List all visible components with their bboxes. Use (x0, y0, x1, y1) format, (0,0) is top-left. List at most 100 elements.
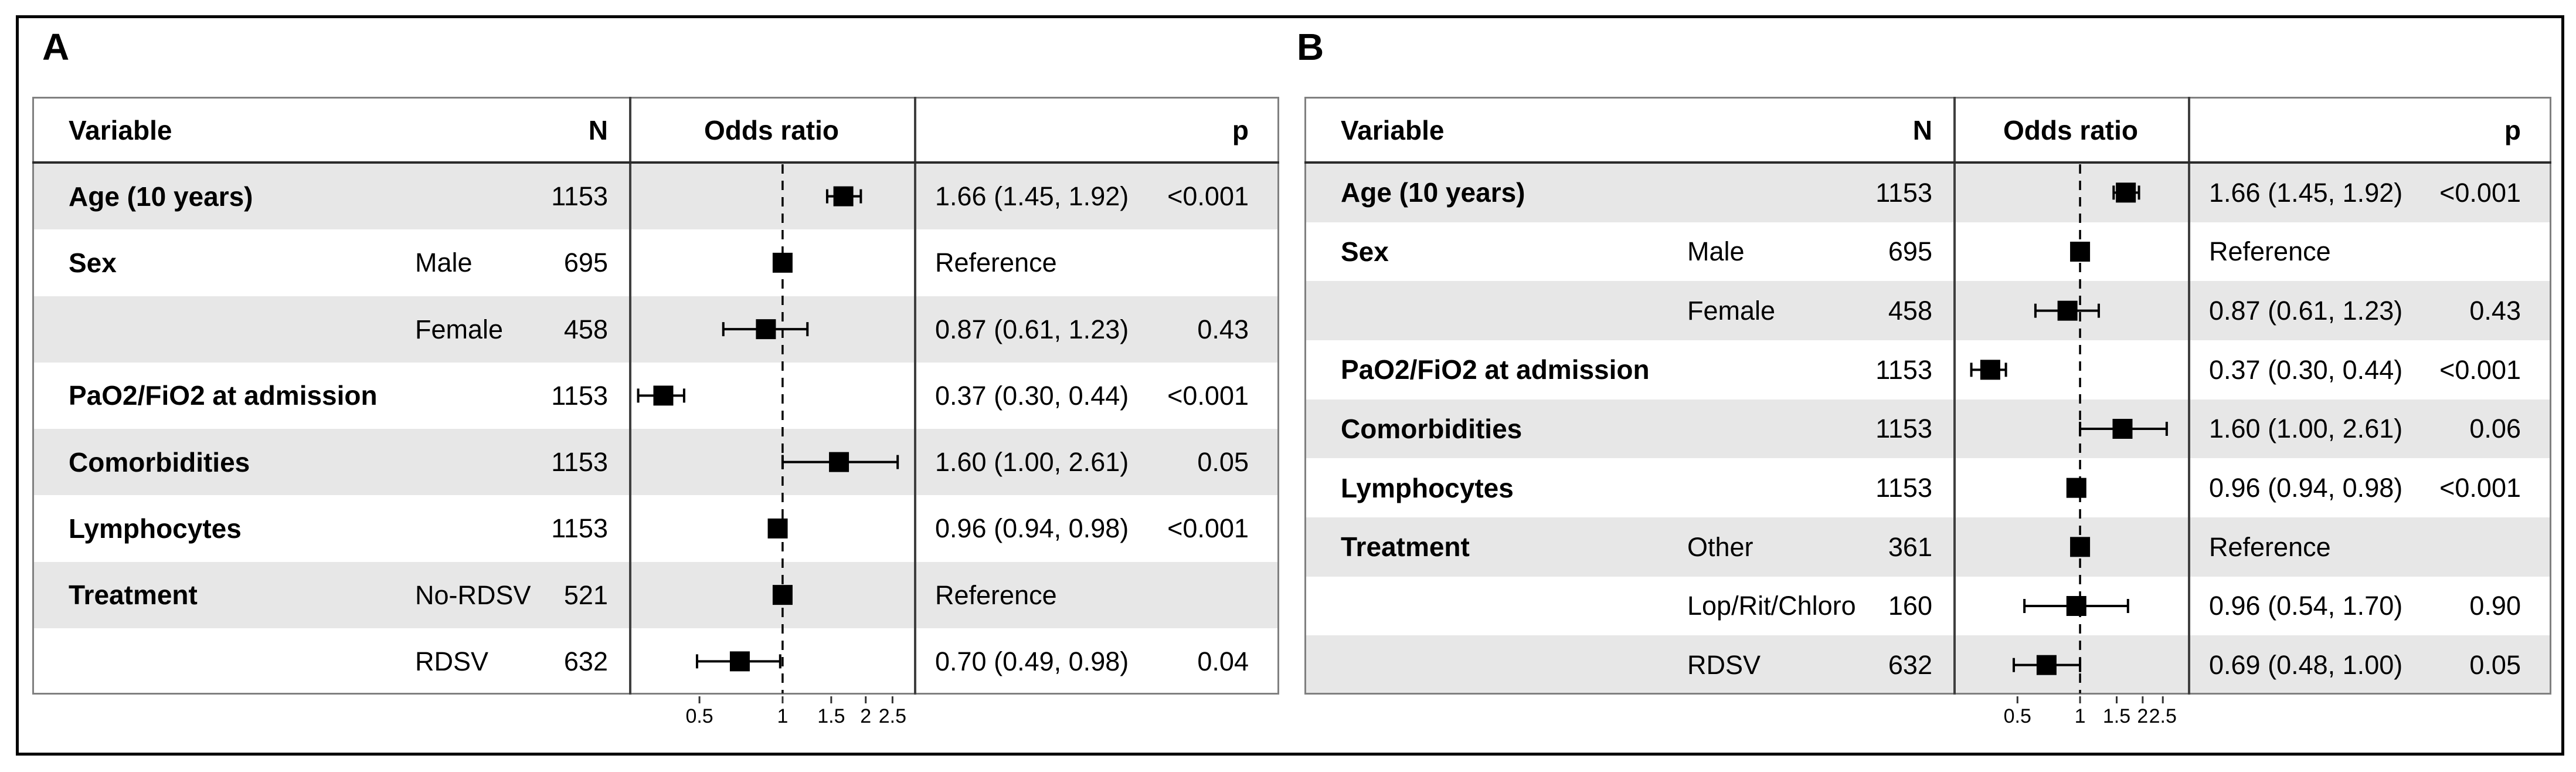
variable-cell (1341, 281, 1678, 340)
column-header-p: p (1232, 114, 1249, 145)
variable-cell (1341, 635, 1678, 695)
p-value-cell: <0.001 (2439, 354, 2521, 385)
or-value-cell: Reference (935, 248, 1057, 278)
row-stripe (34, 561, 1277, 628)
p-value-cell: 0.06 (2469, 414, 2521, 444)
row-stripe (34, 296, 1277, 363)
or-value-cell: 0.96 (0.54, 1.70) (2209, 591, 2403, 621)
p-value-cell (1055, 562, 1249, 628)
column-separator (1953, 97, 1956, 695)
n-cell: 1153 (1875, 177, 1932, 208)
column-separator (914, 97, 916, 695)
or-value-cell: 0.37 (0.30, 0.44) (2209, 354, 2403, 385)
n-cell: 1153 (1875, 354, 1932, 385)
row-stripe (34, 429, 1277, 496)
or-value-cell: Reference (2209, 236, 2331, 267)
level-cell: Female (1687, 296, 1776, 326)
p-value-cell: 0.04 (1197, 646, 1249, 676)
header-underline (1304, 161, 2551, 164)
level-cell: RDSV (415, 646, 489, 676)
p-value-cell (2327, 222, 2521, 282)
or-value-cell: Reference (935, 580, 1057, 610)
or-value-cell: Reference (2209, 531, 2331, 562)
p-value-cell: 0.05 (2469, 650, 2521, 680)
panel-table (32, 97, 1279, 695)
or-value-cell: 1.66 (1.45, 1.92) (935, 181, 1129, 212)
panel-a-label: A (42, 26, 70, 68)
n-cell: 695 (1888, 236, 1932, 267)
row-stripe (1306, 635, 2550, 695)
row-stripe (1306, 517, 2550, 577)
column-header-variable: Variable (69, 114, 172, 145)
or-value-cell: 0.96 (0.94, 0.98) (2209, 473, 2403, 503)
n-cell: 632 (563, 646, 608, 676)
row-stripe (1306, 399, 2550, 459)
variable-cell: Age (10 years) (69, 181, 253, 212)
panel-table (1304, 97, 2551, 695)
variable-cell: Lymphocytes (1341, 472, 1514, 503)
variable-cell: PaO2/FiO2 at admission (1341, 354, 1650, 385)
level-cell: Other (1687, 531, 1753, 562)
row-stripe (1306, 163, 2550, 222)
column-header-p: p (2504, 114, 2521, 145)
or-value-cell: 0.37 (0.30, 0.44) (935, 380, 1129, 411)
figure-border (16, 15, 2564, 756)
column-separator (2188, 97, 2190, 695)
n-cell: 1153 (551, 380, 608, 411)
column-header-odds-ratio: Odds ratio (704, 114, 840, 145)
p-value-cell: <0.001 (1167, 181, 1249, 212)
variable-cell: Age (10 years) (1341, 177, 1525, 208)
level-cell: Lop/Rit/Chloro (1687, 591, 1856, 621)
or-value-cell: 0.96 (0.94, 0.98) (935, 513, 1129, 544)
variable-cell: Treatment (1341, 531, 1470, 563)
level-cell: Male (1687, 236, 1745, 267)
variable-cell: Sex (1341, 236, 1389, 267)
variable-cell (69, 628, 406, 695)
variable-cell: Comorbidities (1341, 413, 1523, 444)
level-cell: Male (415, 248, 473, 278)
p-value-cell: 0.90 (2469, 591, 2521, 621)
n-cell: 1153 (551, 447, 608, 478)
n-cell: 1153 (1875, 473, 1932, 503)
p-value-cell: <0.001 (1167, 380, 1249, 411)
or-value-cell: 1.66 (1.45, 1.92) (2209, 177, 2403, 208)
column-header-n: N (1912, 114, 1932, 145)
n-cell: 632 (1888, 650, 1932, 680)
or-value-cell: 1.60 (1.00, 2.61) (2209, 414, 2403, 444)
p-value-cell: <0.001 (2439, 473, 2521, 503)
p-value-cell: 0.43 (2469, 296, 2521, 326)
p-value-cell (1055, 229, 1249, 296)
column-header-n: N (588, 114, 608, 145)
row-stripe (34, 163, 1277, 230)
or-value-cell: 0.69 (0.48, 1.00) (2209, 650, 2403, 680)
or-value-cell: 0.87 (0.61, 1.23) (2209, 296, 2403, 326)
panel-b-label: B (1297, 26, 1324, 68)
variable-cell: Lymphocytes (69, 513, 242, 544)
column-separator (629, 97, 631, 695)
level-cell: Female (415, 314, 504, 344)
n-cell: 458 (1888, 296, 1932, 326)
level-cell: RDSV (1687, 650, 1761, 680)
n-cell: 458 (563, 314, 608, 344)
variable-cell: Treatment (69, 580, 198, 611)
n-cell: 695 (563, 248, 608, 278)
n-cell: 1153 (551, 181, 608, 212)
or-value-cell: 0.70 (0.49, 0.98) (935, 646, 1129, 676)
variable-cell: PaO2/FiO2 at admission (69, 380, 378, 411)
n-cell: 361 (1888, 531, 1932, 562)
p-value-cell (2327, 517, 2521, 577)
p-value-cell: <0.001 (2439, 177, 2521, 208)
row-stripe (1306, 281, 2550, 340)
column-header-variable: Variable (1341, 114, 1445, 145)
variable-cell: Comorbidities (69, 446, 250, 478)
variable-cell (1341, 577, 1678, 636)
variable-cell: Sex (69, 247, 117, 278)
n-cell: 160 (1888, 591, 1932, 621)
column-header-odds-ratio: Odds ratio (2003, 114, 2139, 145)
p-value-cell: 0.43 (1197, 314, 1249, 344)
p-value-cell: 0.05 (1197, 447, 1249, 478)
level-cell: No-RDSV (415, 580, 531, 610)
or-value-cell: 1.60 (1.00, 2.61) (935, 447, 1129, 478)
n-cell: 1153 (551, 513, 608, 544)
